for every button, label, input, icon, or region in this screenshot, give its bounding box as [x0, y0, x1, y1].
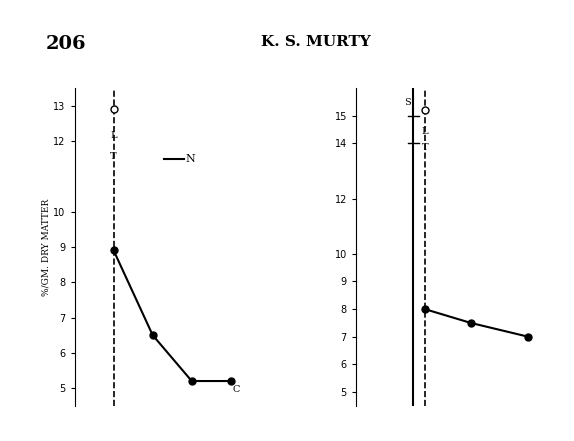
- Text: C: C: [232, 385, 240, 393]
- Y-axis label: %/GM. DRY MATTER: %/GM. DRY MATTER: [41, 198, 51, 295]
- Text: 206: 206: [46, 35, 87, 53]
- Text: S: S: [404, 97, 410, 107]
- Text: L: L: [421, 127, 428, 136]
- Text: N: N: [186, 154, 196, 164]
- Text: L: L: [110, 131, 117, 139]
- Text: T: T: [110, 152, 117, 161]
- Text: T: T: [421, 143, 428, 153]
- Text: K. S. MURTY: K. S. MURTY: [261, 35, 371, 49]
